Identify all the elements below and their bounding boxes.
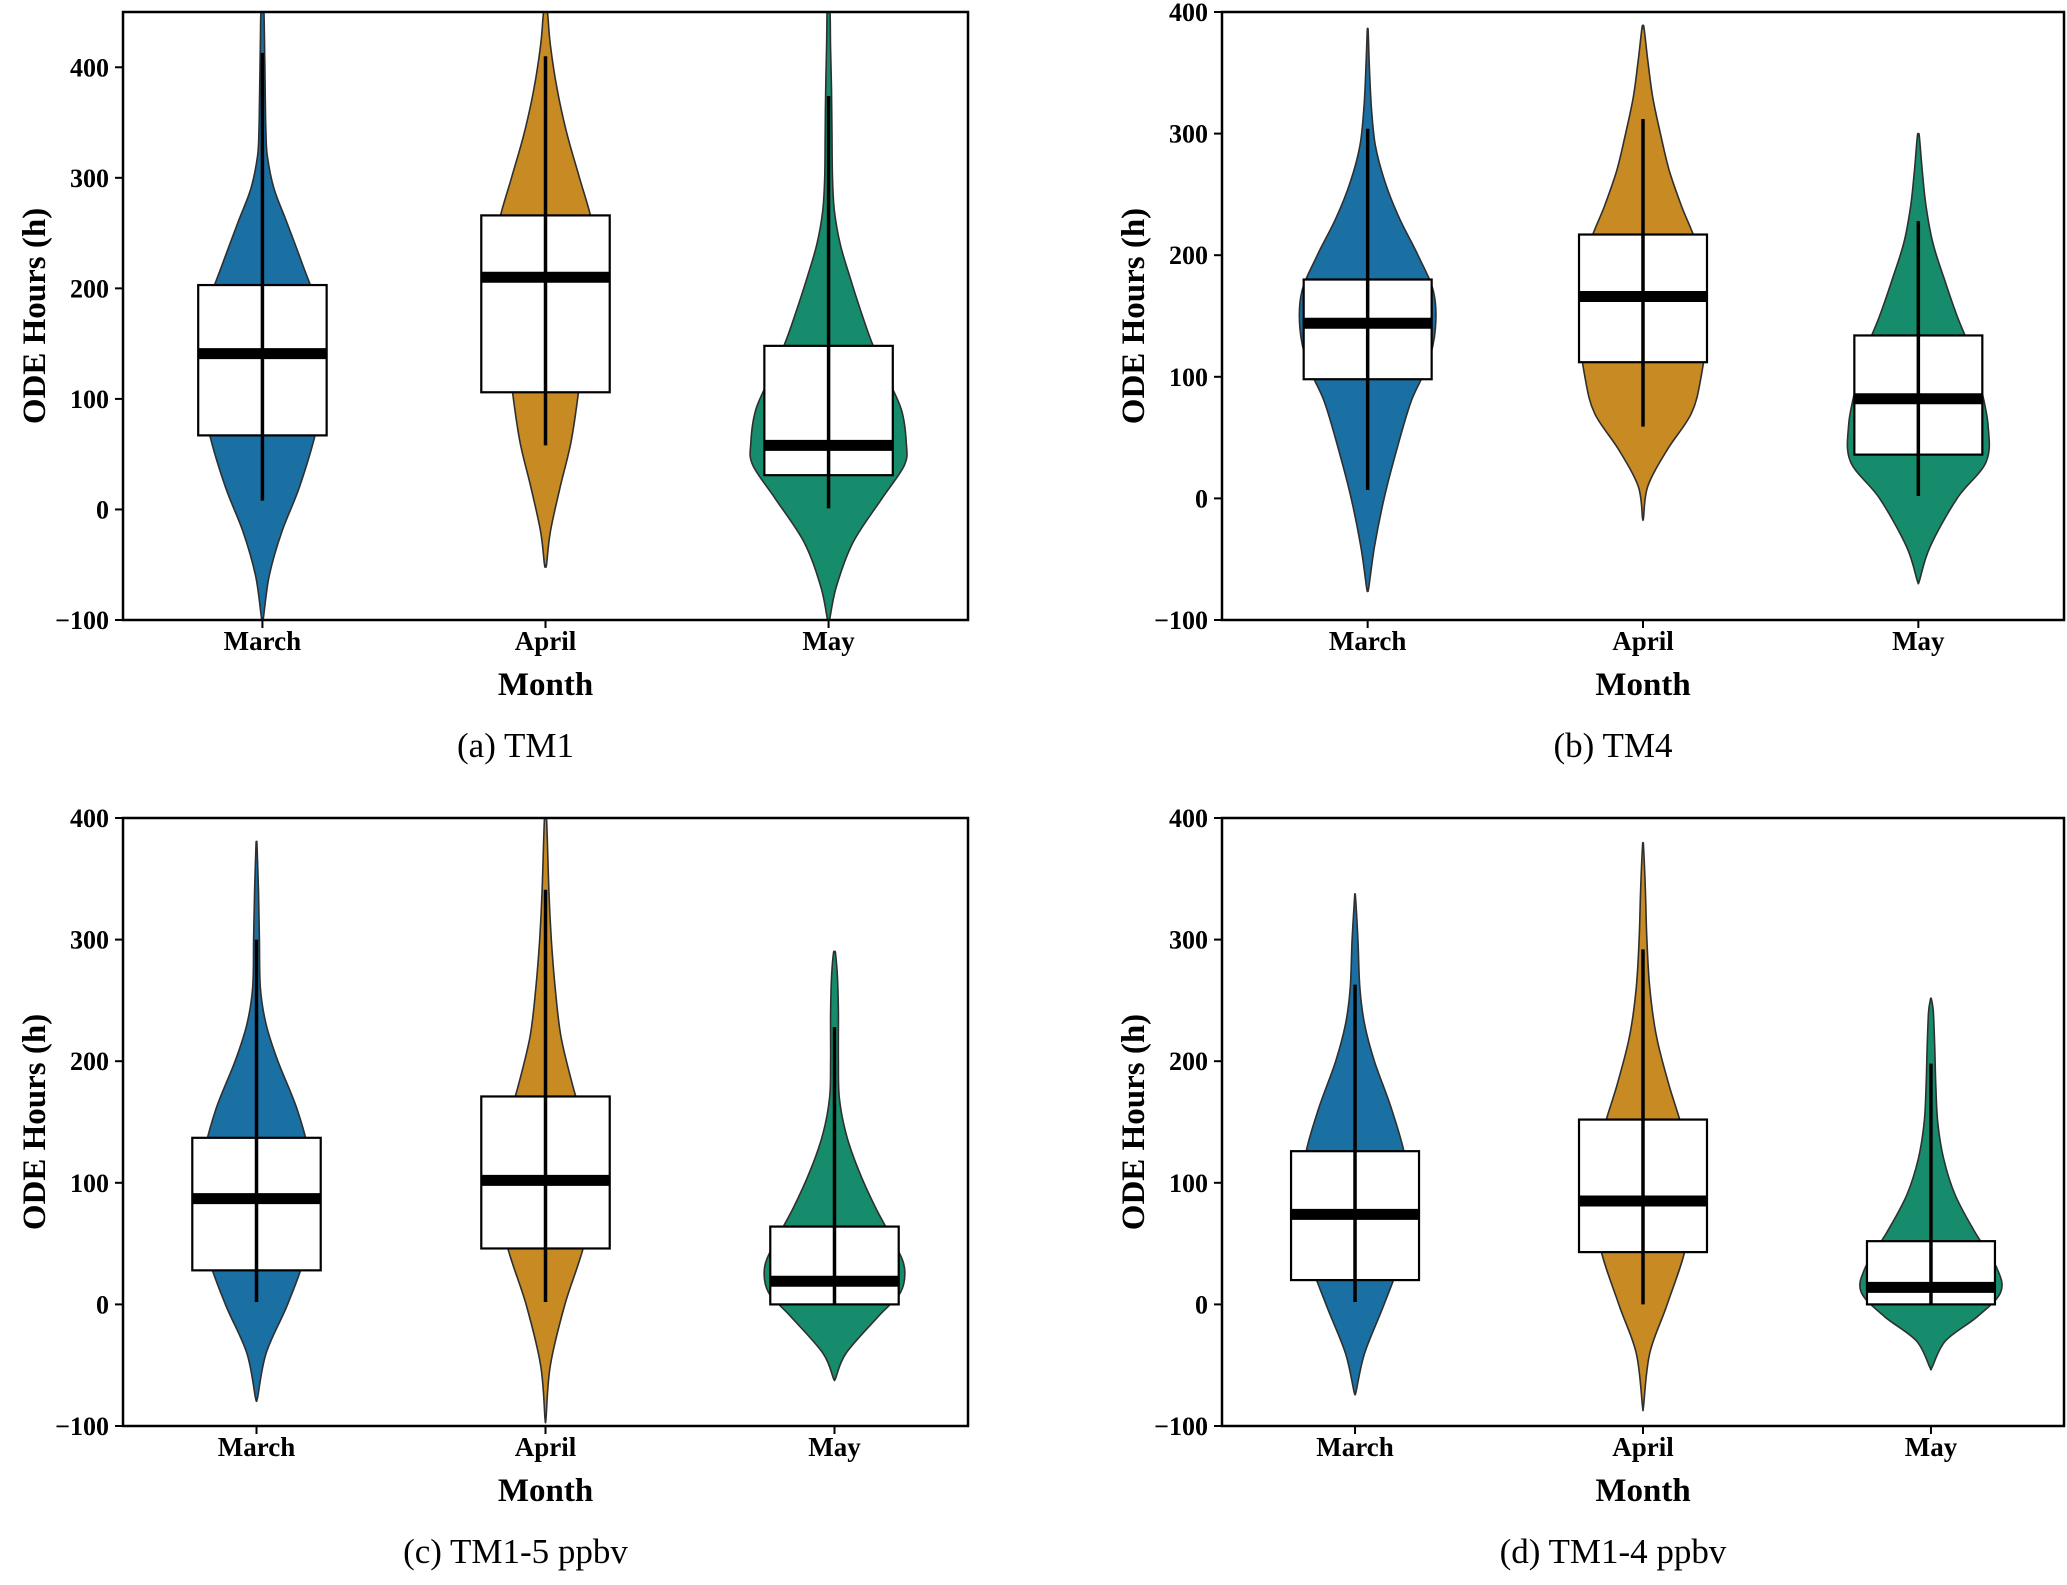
y-tick-label: 0: [1195, 1290, 1208, 1319]
x-tick-label-may: May: [1905, 1432, 1958, 1462]
x-tick-label-april: April: [515, 626, 577, 656]
x-tick-label-may: May: [802, 626, 855, 656]
plot-area: [1289, 841, 2003, 1412]
y-tick-label: 300: [1169, 120, 1208, 149]
y-tick-label: 400: [1169, 0, 1208, 27]
y-tick-label: −100: [1154, 606, 1208, 635]
y-tick-label: −100: [1154, 1412, 1208, 1441]
plot-area: [197, 12, 908, 620]
x-tick-label-march: March: [1329, 626, 1406, 656]
x-tick-label-april: April: [1612, 1432, 1674, 1462]
x-tick-label-march: March: [224, 626, 301, 656]
x-tick-label-march: March: [1316, 1432, 1393, 1462]
y-tick-label: 100: [70, 1169, 109, 1198]
x-tick-label-march: March: [218, 1432, 295, 1462]
y-tick-label: −100: [55, 606, 109, 635]
panel-caption: (a) TM1: [457, 726, 574, 765]
y-tick-label: −100: [55, 1412, 109, 1441]
y-tick-label: 300: [70, 926, 109, 955]
x-axis-title: Month: [498, 667, 593, 703]
y-tick-label: 0: [1195, 484, 1208, 513]
y-tick-label: 100: [70, 385, 109, 414]
x-axis-title: Month: [498, 1473, 593, 1509]
y-axis-title: ODE Hours (h): [17, 208, 53, 424]
y-tick-label: 300: [1169, 926, 1208, 955]
x-tick-label-may: May: [808, 1432, 861, 1462]
y-axis-title: ODE Hours (h): [1116, 208, 1152, 424]
y-axis-title: ODE Hours (h): [1116, 1014, 1152, 1230]
chart-panel-2: −100 0 100 200 300 400 March April May Month ODE H…: [1116, 0, 2066, 765]
y-tick-label: 300: [70, 164, 109, 193]
chart-panel-3: −100 0 100 200 300 400 March April May Month ODE H…: [17, 804, 970, 1571]
y-tick-label: 0: [96, 1290, 109, 1319]
x-axis-title: Month: [1595, 667, 1690, 703]
y-tick-label: 200: [70, 274, 109, 303]
y-tick-label: 200: [1169, 1047, 1208, 1076]
panel-caption: (d) TM1-4 ppbv: [1500, 1532, 1727, 1571]
plot-area: [191, 818, 906, 1424]
x-tick-label-april: April: [1612, 626, 1674, 656]
y-tick-label: 0: [96, 495, 109, 524]
y-tick-label: 200: [70, 1047, 109, 1076]
y-axis-title: ODE Hours (h): [17, 1014, 53, 1230]
y-tick-label: 400: [1169, 804, 1208, 833]
y-tick-label: 100: [1169, 363, 1208, 392]
y-tick-label: 400: [70, 804, 109, 833]
x-tick-label-may: May: [1892, 626, 1945, 656]
chart-panel-1: −100 0 100 200 300 400 March April May Month ODE H…: [17, 10, 970, 765]
chart-panel-4: −100 0 100 200 300 400 March April May Month ODE H…: [1116, 804, 2066, 1571]
y-tick-label: 100: [1169, 1169, 1208, 1198]
x-tick-label-april: April: [515, 1432, 577, 1462]
y-tick-label: 200: [1169, 241, 1208, 270]
panel-caption: (b) TM4: [1554, 726, 1673, 765]
x-axis-title: Month: [1595, 1473, 1690, 1509]
panel-caption: (c) TM1-5 ppbv: [403, 1532, 628, 1571]
plot-area: [1298, 24, 1991, 593]
y-tick-label: 400: [70, 53, 109, 82]
